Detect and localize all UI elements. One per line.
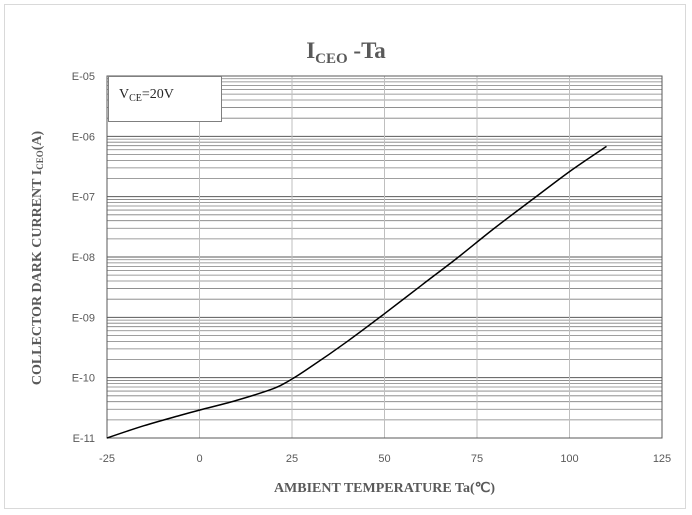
y-tick-label: E-11 [73,433,95,445]
x-axis-label: AMBIENT TEMPERATURE Ta(℃) [273,481,496,496]
plot-border [106,75,663,439]
x-tick-label: 50 [378,453,390,465]
condition-label: VCE=20V [108,76,222,122]
y-axis-label: COLLECTOR DARK CURRENT ICEO(A) [30,130,45,386]
series-layer [106,145,607,439]
chart-title: ICEO -Ta [306,38,386,67]
plot-area-border [106,75,663,439]
y-tick-label: E-05 [72,71,95,83]
iceo-temperature-curve [106,145,607,439]
x-tick-label: 125 [653,453,671,465]
x-tick-labels: -25 0 25 50 75 100 125 [99,453,671,465]
x-tick-label: 75 [471,453,483,465]
y-tick-label: E-08 [72,252,95,264]
y-tick-label: E-09 [72,312,95,324]
x-tick-label: 0 [196,453,202,465]
x-tick-label: 25 [286,453,298,465]
y-tick-label: E-10 [72,373,95,385]
x-tick-label: -25 [99,453,115,465]
y-tick-label: E-07 [72,192,95,204]
y-tick-labels: E-11 E-10 E-09 E-08 E-07 E-06 E-05 [72,71,95,445]
x-tick-label: 100 [560,453,578,465]
y-tick-label: E-06 [72,131,95,143]
